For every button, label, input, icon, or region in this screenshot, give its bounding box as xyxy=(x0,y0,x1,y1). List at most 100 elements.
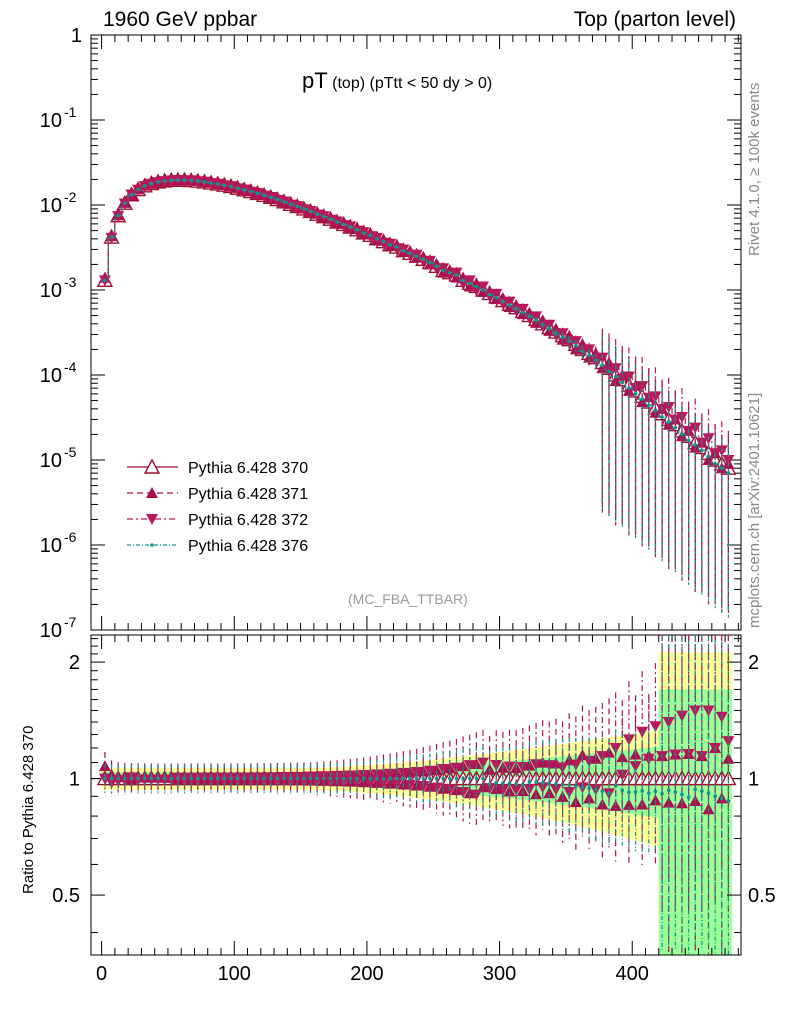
ratio-point xyxy=(647,791,651,796)
data-point xyxy=(282,200,286,204)
ratio-point xyxy=(476,757,489,769)
ratio-y-axis-label: Ratio to Pythia 6.428 370 xyxy=(20,725,37,894)
data-point xyxy=(103,278,107,283)
ratio-point xyxy=(530,759,543,771)
y-tick-label: 10 xyxy=(40,620,62,642)
data-point xyxy=(209,181,213,185)
data-point xyxy=(215,182,220,186)
ratio-point xyxy=(308,776,313,781)
data-point xyxy=(673,425,678,430)
series-main-4 xyxy=(101,178,732,618)
ratio-point xyxy=(229,776,233,781)
data-point xyxy=(706,454,711,459)
ratio-point xyxy=(268,776,273,781)
data-point xyxy=(662,402,675,414)
legend: Pythia 6.428 370 Pythia 6.428 371 Pythia 6… xyxy=(127,458,308,555)
data-point xyxy=(434,264,439,269)
data-point xyxy=(448,270,452,275)
ratio-point xyxy=(142,776,147,781)
ratio-y-axis-ticks: 0.5 0.5 1 1 2 2 xyxy=(52,638,776,934)
data-point xyxy=(162,179,167,183)
ratio-point xyxy=(527,780,532,784)
data-point xyxy=(328,217,333,222)
ratio-point xyxy=(390,778,403,790)
x-tick-label: 200 xyxy=(350,963,383,985)
ratio-point xyxy=(567,783,572,787)
legend-marker xyxy=(143,458,161,474)
ratio-point xyxy=(189,776,193,781)
ratio-point xyxy=(666,788,671,792)
data-point xyxy=(381,239,386,244)
data-point xyxy=(461,278,465,283)
data-point xyxy=(109,235,114,239)
y-tick-label: 1 xyxy=(71,25,82,47)
legend-label: Pythia 6.428 370 xyxy=(188,460,308,477)
data-point xyxy=(587,353,591,358)
ratio-point xyxy=(235,776,240,781)
ratio-point xyxy=(118,775,131,787)
ratio-point xyxy=(262,776,266,781)
data-point xyxy=(481,288,485,292)
data-point xyxy=(116,213,120,218)
ratio-point xyxy=(430,763,443,775)
data-point xyxy=(229,184,233,189)
ratio-point xyxy=(311,775,324,787)
ratio-point xyxy=(195,776,200,781)
ratio-point xyxy=(534,780,538,785)
analysis-tag: (MC_FBA_TTBAR) xyxy=(348,591,468,607)
data-point xyxy=(490,288,503,300)
data-point xyxy=(322,214,326,219)
energy-label: 1960 GeV ppbar xyxy=(103,8,258,31)
ratio-point xyxy=(722,752,735,764)
data-point xyxy=(268,195,273,200)
data-point xyxy=(368,233,373,238)
x-tick-label: 400 xyxy=(616,963,649,985)
data-point xyxy=(129,192,134,197)
ratio-point xyxy=(622,798,635,810)
data-point xyxy=(302,207,306,211)
ratio-point xyxy=(580,785,585,790)
ratio-point xyxy=(496,785,509,797)
ratio-point xyxy=(222,776,227,781)
data-point xyxy=(335,220,339,224)
data-point xyxy=(288,202,293,207)
ratio-point xyxy=(182,776,187,781)
ratio-point xyxy=(461,776,465,781)
ratio-point xyxy=(516,785,529,797)
ratio-point xyxy=(355,776,359,781)
data-point xyxy=(501,299,505,304)
ratio-point xyxy=(249,776,253,781)
series-line xyxy=(101,179,732,469)
series-ratio-4 xyxy=(103,635,731,955)
ratio-point xyxy=(507,781,512,786)
ratio-point xyxy=(640,789,644,793)
ratio-point xyxy=(487,782,492,787)
ratio-panel-frame xyxy=(90,634,742,956)
data-point xyxy=(202,180,207,184)
ratio-tick-label-right: 1 xyxy=(748,769,759,791)
data-point xyxy=(341,222,346,227)
ratio-point xyxy=(620,788,625,793)
ratio-point xyxy=(348,776,353,781)
x-tick-label: 0 xyxy=(96,963,107,985)
data-point xyxy=(156,180,160,184)
ratio-point xyxy=(722,736,735,748)
legend-label: Pythia 6.428 376 xyxy=(188,538,308,555)
ratio-point xyxy=(156,776,160,781)
process-label: Top (parton level) xyxy=(573,8,736,31)
legend-marker xyxy=(146,514,158,525)
ratio-point xyxy=(169,776,174,781)
y-tick-label: 10 xyxy=(40,195,62,217)
ratio-point xyxy=(410,766,423,778)
ratio-point xyxy=(554,782,558,786)
legend-label: Pythia 6.428 372 xyxy=(188,512,308,529)
ratio-point xyxy=(288,776,293,781)
ratio-point xyxy=(397,767,410,779)
y-tick-exponent: -1 xyxy=(64,104,77,120)
ratio-point xyxy=(653,789,658,794)
ratio-point xyxy=(364,777,377,789)
data-point xyxy=(355,228,359,232)
ratio-point xyxy=(297,775,310,787)
data-point xyxy=(686,438,691,443)
ratio-point xyxy=(388,776,392,781)
